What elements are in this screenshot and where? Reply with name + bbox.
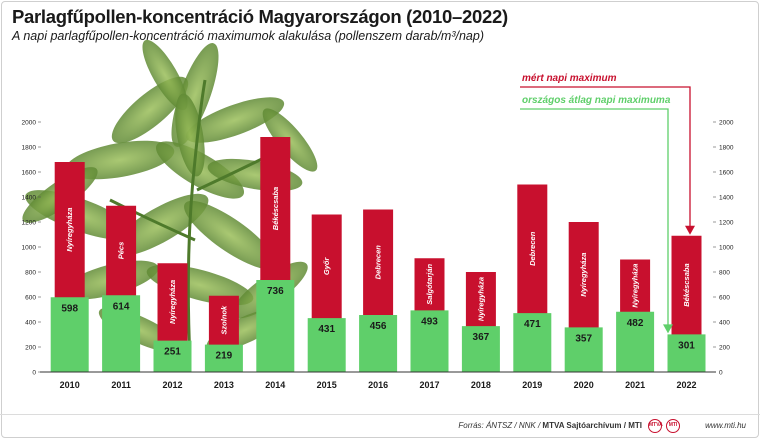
bar-avg-2016: [359, 315, 398, 372]
y-tick-label-right: 2000: [719, 120, 734, 127]
chart-title: Parlagfűpollen-koncentráció Magyarország…: [12, 6, 508, 27]
y-tick-label-left: 1200: [22, 220, 37, 227]
bar-max-city-label: Debrecen: [528, 231, 537, 266]
bar-avg-2019: [513, 313, 552, 372]
legend-max-arrow: [520, 86, 691, 228]
x-tick-label: 2012: [162, 380, 182, 390]
y-tick-label-right: 1200: [719, 220, 734, 227]
y-tick-label-right: 0: [719, 370, 723, 377]
footer: Forrás: ÁNTSZ / NNK / MTVA Sajtóarchívum…: [0, 414, 760, 439]
x-tick-label: 2020: [574, 380, 594, 390]
bar-avg-2022: [667, 334, 706, 372]
bar-max-city-label: Pécs: [117, 242, 126, 260]
y-tick-label-right: 800: [719, 270, 730, 277]
bar-max-city-label: Salgótarján: [425, 263, 434, 304]
mti-logo: MTI: [666, 419, 680, 433]
x-axis: 2010 2011 2012 2013 2014 2015 2016 2017 2018 2019…: [40, 371, 716, 390]
y-tick-label-right: 1400: [719, 195, 734, 202]
x-tick-label: 2017: [419, 380, 439, 390]
source-credit: Forrás: ÁNTSZ / NNK / MTVA Sajtóarchívum…: [458, 421, 642, 430]
bar-avg-value-label: 301: [678, 340, 695, 351]
y-tick-label-left: 600: [25, 295, 36, 302]
chart-subtitle: A napi parlagfűpollen-koncentráció maxim…: [12, 29, 484, 43]
y-tick-label-right: 1800: [719, 145, 734, 152]
bar-avg-value-label: 471: [524, 319, 541, 330]
bar-max-city-label: Debrecen: [374, 245, 383, 280]
ragweed-leaf: [184, 200, 276, 270]
legend-max-arrowhead: [685, 225, 695, 235]
x-tick-label: 2013: [214, 380, 234, 390]
y-tick-label-right: 1000: [719, 245, 734, 252]
legend: mért napi maximum országos átlag napi max…: [520, 73, 695, 334]
y-axis-right: 0 200 400 600 800 1000 1200 1400 1600 1800 2000: [713, 120, 734, 377]
bar-avg-2010: [50, 297, 89, 372]
x-tick-label: 2018: [471, 380, 491, 390]
y-tick-label-right: 400: [719, 320, 730, 327]
x-tick-label: 2019: [522, 380, 542, 390]
x-tick-label: 2010: [60, 380, 80, 390]
bar-avg-2017: [410, 310, 449, 372]
bar-avg-value-label: 431: [318, 324, 335, 335]
y-tick-label-left: 0: [32, 370, 36, 377]
bar-avg-value-label: 614: [113, 301, 130, 312]
bar-avg-value-label: 357: [575, 333, 592, 344]
bar-avg-value-label: 598: [61, 303, 78, 314]
legend-avg-arrowhead: [663, 324, 673, 334]
bar-max-city-label: Szolnok: [219, 305, 228, 335]
bar-avg-value-label: 456: [370, 321, 387, 332]
bar-max-city-label: Nyíregyháza: [65, 208, 74, 252]
x-tick-label: 2021: [625, 380, 645, 390]
bar-avg-2013: [204, 344, 243, 372]
mtva-logo: MTVA: [648, 419, 663, 433]
bar-max-city-label: Nyíregyháza: [168, 280, 177, 324]
y-tick-label-right: 200: [719, 345, 730, 352]
bar-avg-value-label: 251: [164, 347, 181, 358]
y-tick-label-left: 800: [25, 270, 36, 277]
bar-max-city-label: Békéscsaba: [682, 263, 691, 306]
bar-avg-value-label: 493: [421, 316, 438, 327]
bar-max-city-label: Békéscsaba: [271, 187, 280, 230]
x-tick-label: 2014: [265, 380, 285, 390]
y-tick-label-left: 1800: [22, 145, 37, 152]
x-tick-label: 2016: [368, 380, 388, 390]
y-tick-label-left: 2000: [22, 120, 37, 127]
bar-avg-value-label: 482: [627, 318, 644, 329]
bar-avg-2020: [564, 327, 603, 372]
y-tick-label-left: 1400: [22, 195, 37, 202]
y-axis-left: 0 200 400 600 800 1000 1200 1400 1600 1800 2000: [22, 120, 41, 377]
y-tick-label-right: 600: [719, 295, 730, 302]
ragweed-leaf: [142, 39, 188, 111]
legend-avg-label: országos átlag napi maximuma: [522, 95, 671, 106]
x-tick-label: 2011: [111, 380, 131, 390]
bar-avg-2011: [102, 295, 141, 372]
bar-avg-2021: [616, 311, 655, 372]
x-tick-label: 2015: [317, 380, 337, 390]
x-tick-label: 2022: [676, 380, 696, 390]
bar-avg-value-label: 736: [267, 286, 284, 297]
avg-series-bars: 598 614 251 219 736 431 456 493 367 471 357 482 301: [50, 280, 706, 372]
y-tick-label-left: 200: [25, 345, 36, 352]
bar-avg-value-label: 367: [473, 332, 490, 343]
ragweed-leaf: [185, 97, 285, 143]
y-tick-label-left: 1000: [22, 245, 37, 252]
bar-max-city-label: Nyíregyháza: [579, 253, 588, 297]
y-tick-label-left: 1600: [22, 170, 37, 177]
bar-max-city-label: Nyíregyháza: [631, 264, 640, 308]
y-tick-label-left: 400: [25, 320, 36, 327]
bar-max-city-label: Győr: [322, 256, 331, 275]
bar-max-city-label: Nyíregyháza: [476, 277, 485, 321]
website-link[interactable]: www.mti.hu: [705, 421, 746, 430]
bar-avg-value-label: 219: [216, 351, 233, 362]
bar-avg-2015: [307, 318, 346, 372]
y-tick-label-right: 1600: [719, 170, 734, 177]
bar-avg-2012: [153, 340, 192, 372]
legend-avg-arrow: [520, 108, 669, 327]
legend-max-label: mért napi maximum: [522, 73, 617, 84]
ragweed-leaf: [175, 93, 205, 177]
bar-avg-2018: [461, 326, 500, 372]
bar-avg-2014: [256, 280, 295, 372]
